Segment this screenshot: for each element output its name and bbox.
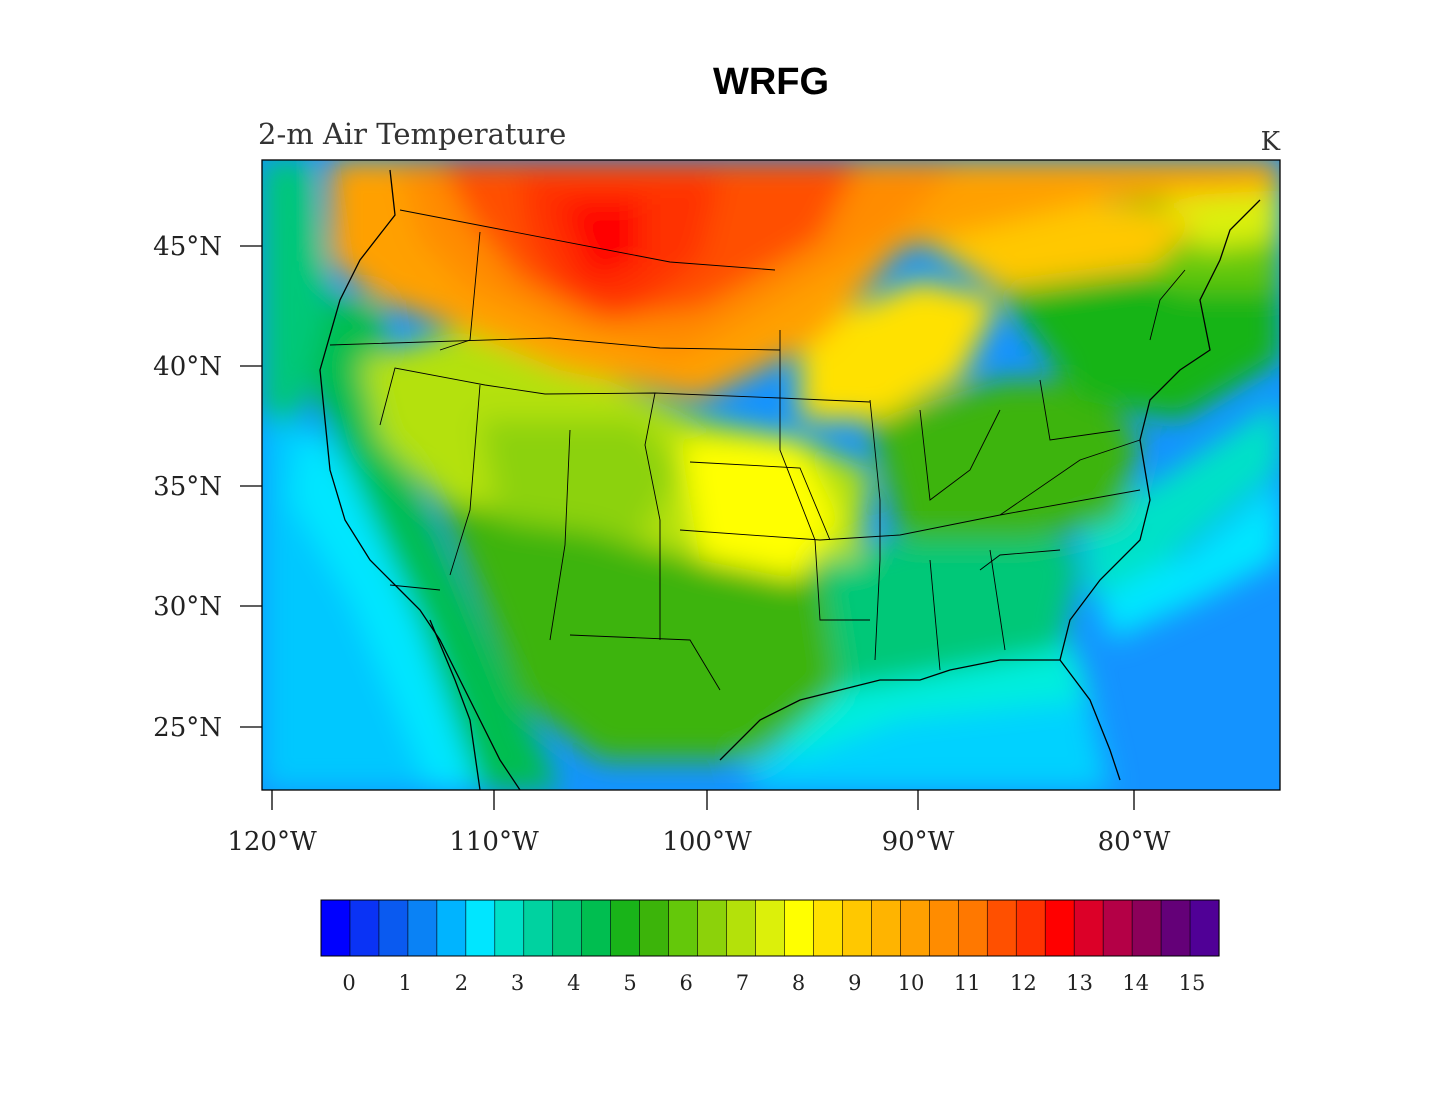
- colorbar-swatch: [349, 899, 380, 957]
- colorbar-swatch: [1044, 899, 1075, 957]
- latitude-axis: 45°N 40°N 35°N 30°N 25°N: [153, 232, 262, 743]
- colorbar-swatch: [494, 899, 525, 957]
- colorbar-label: 6: [680, 971, 693, 995]
- colorbar-label: 12: [1010, 971, 1037, 995]
- colorbar-label: 2: [455, 971, 468, 995]
- colorbar-swatch: [957, 899, 988, 957]
- colorbar-swatch: [436, 899, 467, 957]
- colorbar-swatch: [1102, 899, 1133, 957]
- colorbar-swatch: [813, 899, 844, 957]
- temperature-field: [262, 160, 1280, 790]
- colorbar-swatch: [552, 899, 583, 957]
- colorbar-swatch: [726, 899, 757, 957]
- colorbar-swatch: [639, 899, 670, 957]
- lat-tick-label: 40°N: [153, 352, 222, 382]
- colorbar-label: 10: [898, 971, 925, 995]
- state-boundaries: [329, 209, 1186, 691]
- colorbar-swatch: [900, 899, 930, 957]
- colorbar: [320, 899, 1220, 957]
- colorbar-swatch: [610, 899, 641, 957]
- colorbar-label: 13: [1066, 971, 1093, 995]
- map-frame: [261, 159, 1281, 791]
- coastline-lines: [319, 169, 1261, 790]
- colorbar-swatch: [407, 899, 438, 957]
- colorbar-label: 9: [848, 971, 861, 995]
- colorbar-swatch: [697, 899, 728, 957]
- lat-tick-label: 30°N: [153, 592, 222, 622]
- colorbar-swatch: [523, 899, 554, 957]
- lon-tick-label: 80°W: [1098, 827, 1171, 857]
- colorbar-swatch: [1189, 899, 1220, 957]
- colorbar-swatch: [1073, 899, 1104, 957]
- colorbar-labels: 0 1 2 3 4 5 6 7 8 9 10 11 12 13 14 15: [342, 971, 1205, 995]
- colorbar-label: 15: [1179, 971, 1206, 995]
- lon-tick-label: 110°W: [449, 827, 539, 857]
- lat-tick-label: 45°N: [153, 232, 222, 262]
- colorbar-label: 7: [736, 971, 749, 995]
- colorbar-swatch: [668, 899, 699, 957]
- colorbar-label: 11: [954, 971, 981, 995]
- lat-tick-label: 25°N: [153, 713, 222, 743]
- colorbar-swatch: [986, 899, 1017, 957]
- colorbar-label: 3: [511, 971, 524, 995]
- colorbar-label: 4: [567, 971, 580, 995]
- colorbar-label: 1: [399, 971, 412, 995]
- units-label: K: [1261, 127, 1281, 157]
- colorbar-label: 0: [342, 971, 355, 995]
- lon-tick-label: 90°W: [882, 827, 955, 857]
- colorbar-swatch: [755, 899, 786, 957]
- plot-title: WRFG: [713, 61, 829, 103]
- colorbar-swatch: [1160, 899, 1191, 957]
- colorbar-swatch: [1015, 899, 1046, 957]
- colorbar-swatch: [378, 899, 409, 957]
- colorbar-label: 8: [792, 971, 805, 995]
- colorbar-swatch: [784, 899, 815, 957]
- colorbar-swatch: [929, 899, 959, 957]
- colorbar-frame: [320, 899, 1220, 957]
- lon-tick-label: 120°W: [227, 827, 317, 857]
- colorbar-label: 5: [623, 971, 636, 995]
- colorbar-swatch: [871, 899, 901, 957]
- subtitle-label: 2-m Air Temperature: [258, 117, 566, 151]
- colorbar-label: 14: [1122, 971, 1149, 995]
- colorbar-swatch: [320, 899, 351, 957]
- longitude-axis: 120°W 110°W 100°W 90°W 80°W: [227, 790, 1171, 857]
- lon-tick-label: 100°W: [662, 827, 752, 857]
- colorbar-swatch: [842, 899, 872, 957]
- lat-tick-label: 35°N: [153, 472, 222, 502]
- colorbar-swatch: [1131, 899, 1162, 957]
- colorbar-swatch: [581, 899, 612, 957]
- colorbar-swatch: [465, 899, 496, 957]
